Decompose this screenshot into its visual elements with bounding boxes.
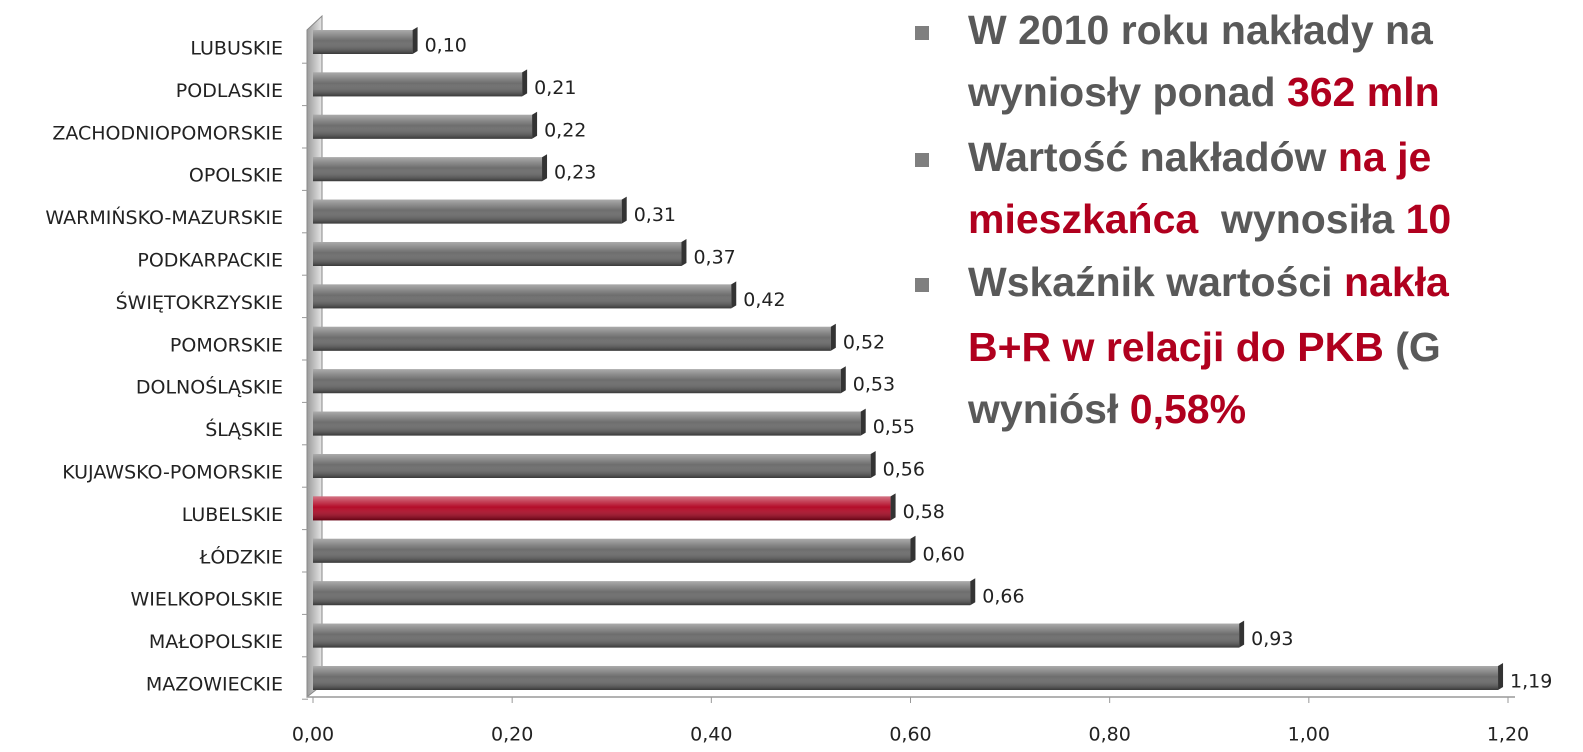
bar-shade bbox=[313, 411, 861, 436]
bullet-segment: wyniosły ponad bbox=[967, 69, 1287, 115]
bar-shade bbox=[313, 581, 971, 606]
bullet-text: mieszkańca wynosiła 10 bbox=[968, 196, 1451, 242]
bar-end bbox=[621, 196, 627, 224]
x-tick-label: 0,00 bbox=[292, 724, 334, 746]
bullet-segment: na je bbox=[1338, 134, 1431, 180]
bar-shade bbox=[313, 326, 831, 351]
bullet-segment: wynosiła bbox=[1198, 196, 1405, 242]
x-tick-label: 1,00 bbox=[1288, 724, 1330, 746]
y-tick-label: WARMIŃSKO-MAZURSKIE bbox=[45, 206, 283, 229]
value-label: 0,42 bbox=[743, 289, 785, 311]
bar-shade bbox=[313, 538, 911, 563]
y-tick-label: ZACHODNIOPOMORSKIE bbox=[52, 122, 283, 144]
value-label: 0,10 bbox=[425, 35, 467, 57]
bullet-segment: wyniósł bbox=[967, 386, 1130, 432]
bar-shade bbox=[313, 623, 1240, 648]
bullet-segment: 362 mln bbox=[1287, 69, 1440, 115]
bullet-text: B+R w relacji do PKB (G bbox=[968, 324, 1441, 370]
bar-end bbox=[1239, 620, 1245, 648]
bullet-text: W 2010 roku nakłady na bbox=[968, 7, 1434, 53]
y-tick-label: LUBUSKIE bbox=[190, 38, 283, 60]
bullet-text: Wskaźnik wartości nakła bbox=[968, 259, 1450, 305]
value-label: 0,53 bbox=[853, 374, 895, 396]
bar-end bbox=[1498, 663, 1504, 690]
bar-end bbox=[532, 111, 538, 139]
y-tick-label: ŚLĄSKIE bbox=[205, 417, 283, 441]
bullet-marker bbox=[915, 278, 929, 292]
bullet-marker bbox=[915, 26, 929, 40]
bar-end bbox=[970, 578, 976, 606]
bar-end bbox=[830, 323, 836, 351]
bar-end bbox=[860, 408, 866, 436]
y-tick-label: MAŁOPOLSKIE bbox=[149, 631, 283, 653]
value-label: 0,66 bbox=[982, 586, 1024, 608]
bullet-marker bbox=[915, 153, 929, 167]
y-tick-label: PODLASKIE bbox=[176, 80, 283, 102]
value-label: 0,58 bbox=[903, 501, 945, 523]
bullet-text: wyniósł 0,58% bbox=[967, 386, 1246, 432]
value-label: 0,21 bbox=[534, 77, 576, 99]
bullet-text: wyniosły ponad 362 mln bbox=[967, 69, 1440, 115]
value-label: 0,22 bbox=[544, 119, 586, 141]
bullet-text: Wartość nakładów na je bbox=[968, 134, 1431, 180]
bar-end bbox=[890, 493, 896, 521]
y-tick-label: ŚWIĘTOKRZYSKIE bbox=[116, 290, 283, 314]
bar-end bbox=[910, 535, 916, 563]
value-label: 0,60 bbox=[923, 543, 965, 565]
bar-shade bbox=[313, 242, 682, 266]
x-tick-label: 0,80 bbox=[1089, 724, 1131, 746]
x-tick-label: 1,20 bbox=[1487, 724, 1529, 746]
bullet-segment: 10 bbox=[1406, 196, 1452, 242]
bar-end bbox=[870, 451, 876, 478]
y-tick-label: PODKARPACKIE bbox=[137, 250, 283, 272]
x-tick-label: 0,60 bbox=[889, 724, 931, 746]
bullet-segment: Wskaźnik wartości bbox=[968, 259, 1344, 305]
y-tick-label: LUBELSKIE bbox=[182, 504, 283, 526]
bar-shade bbox=[313, 454, 871, 478]
y-tick-label: MAZOWIECKIE bbox=[146, 674, 283, 696]
y-tick-label: KUJAWSKO-POMORSKIE bbox=[62, 462, 283, 484]
bar-end bbox=[840, 366, 846, 394]
bullet-segment: Wartość nakładów bbox=[968, 134, 1338, 180]
value-label: 0,55 bbox=[873, 416, 915, 438]
bullet-segment: W 2010 roku nakłady na bbox=[968, 7, 1434, 53]
bar-shade bbox=[313, 496, 891, 521]
value-label: 1,19 bbox=[1510, 671, 1552, 693]
bullet-segment: B+R w relacji do PKB bbox=[968, 324, 1384, 370]
value-label: 0,56 bbox=[883, 459, 925, 481]
bar-end bbox=[542, 154, 548, 182]
bar-shade bbox=[313, 30, 413, 54]
value-label: 0,37 bbox=[693, 247, 735, 269]
bar-end bbox=[522, 69, 528, 97]
bar-shade bbox=[313, 369, 841, 394]
bullet-segment: nakła bbox=[1344, 259, 1450, 305]
y-tick-label: DOLNOŚLĄSKIE bbox=[136, 375, 283, 399]
y-tick-label: WIELKOPOLSKIE bbox=[131, 589, 283, 611]
bar-shade bbox=[313, 666, 1499, 690]
bar-shade bbox=[313, 72, 523, 97]
bar-shade bbox=[313, 114, 533, 139]
value-label: 0,93 bbox=[1251, 628, 1293, 650]
value-label: 0,23 bbox=[554, 162, 596, 184]
bullet-segment: mieszkańca bbox=[968, 196, 1199, 242]
bar-end bbox=[412, 27, 418, 54]
bullet-segment: (G bbox=[1384, 324, 1441, 370]
bar-shade bbox=[313, 284, 732, 309]
bar-shade bbox=[313, 199, 622, 224]
y-tick-label: POMORSKIE bbox=[170, 334, 283, 356]
y-tick-label: OPOLSKIE bbox=[189, 165, 283, 187]
x-tick-label: 0,40 bbox=[690, 724, 732, 746]
bullet-segment: 0,58% bbox=[1130, 386, 1246, 432]
value-label: 0,31 bbox=[634, 204, 676, 226]
bar-shade bbox=[313, 157, 543, 182]
value-label: 0,52 bbox=[843, 331, 885, 353]
y-tick-label: ŁÓDZKIE bbox=[199, 544, 283, 568]
bar-end bbox=[681, 239, 687, 266]
bar-end bbox=[731, 281, 737, 309]
x-tick-label: 0,20 bbox=[491, 724, 533, 746]
